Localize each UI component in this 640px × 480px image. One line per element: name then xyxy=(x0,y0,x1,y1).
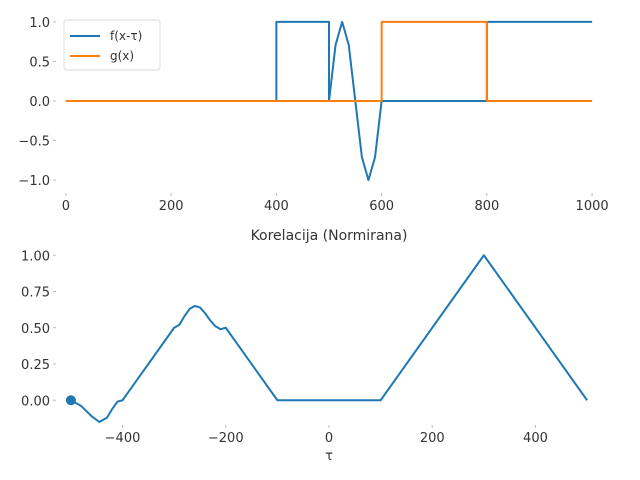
data-point-marker xyxy=(65,395,76,406)
x-axis-label: τ xyxy=(325,449,333,464)
y-tick-label: −0.5 xyxy=(18,135,50,150)
x-tick-label: 0 xyxy=(62,199,70,214)
chart-title: Korelacija (Normirana) xyxy=(251,228,408,244)
y-tick-label: 0.50 xyxy=(21,322,50,337)
x-tick-label: 0 xyxy=(325,431,333,446)
x-tick-label: 600 xyxy=(369,199,394,214)
y-tick-label: −1.0 xyxy=(18,174,50,189)
x-tick-label: 400 xyxy=(264,199,289,214)
legend-entry: f(x-τ) xyxy=(110,29,142,43)
x-tick-label: 200 xyxy=(420,431,445,446)
legend: f(x-τ) g(x) xyxy=(63,19,161,71)
y-tick-label: 0.5 xyxy=(29,55,50,70)
y-tick-label: 0.75 xyxy=(21,286,50,301)
legend-box xyxy=(63,19,161,71)
y-tick-label: 0.25 xyxy=(21,358,50,373)
y-tick-label: 1.00 xyxy=(21,249,50,264)
x-tick-label: −400 xyxy=(105,431,141,446)
correlation-chart: Korelacija (Normirana) −400 −200 0 200 400 1.0… xyxy=(21,228,588,464)
x-tick-label: −200 xyxy=(208,431,244,446)
series-line-1 xyxy=(70,254,588,423)
series-line-1 xyxy=(65,20,593,182)
series-line-2 xyxy=(65,20,593,102)
x-tick-label: 400 xyxy=(523,431,548,446)
legend-entry: g(x) xyxy=(110,49,134,63)
top-chart: 0 200 400 600 800 1000 1.0 0.5 0.0 −0.5 −1.0 f(x-τ)… xyxy=(18,16,608,214)
y-tick-label: 0.00 xyxy=(21,394,50,409)
y-tick-label: 0.0 xyxy=(29,95,50,110)
x-tick-label: 800 xyxy=(474,199,499,214)
x-tick-label: 1000 xyxy=(576,199,609,214)
x-tick-label: 200 xyxy=(159,199,184,214)
y-tick-label: 1.0 xyxy=(29,16,50,31)
